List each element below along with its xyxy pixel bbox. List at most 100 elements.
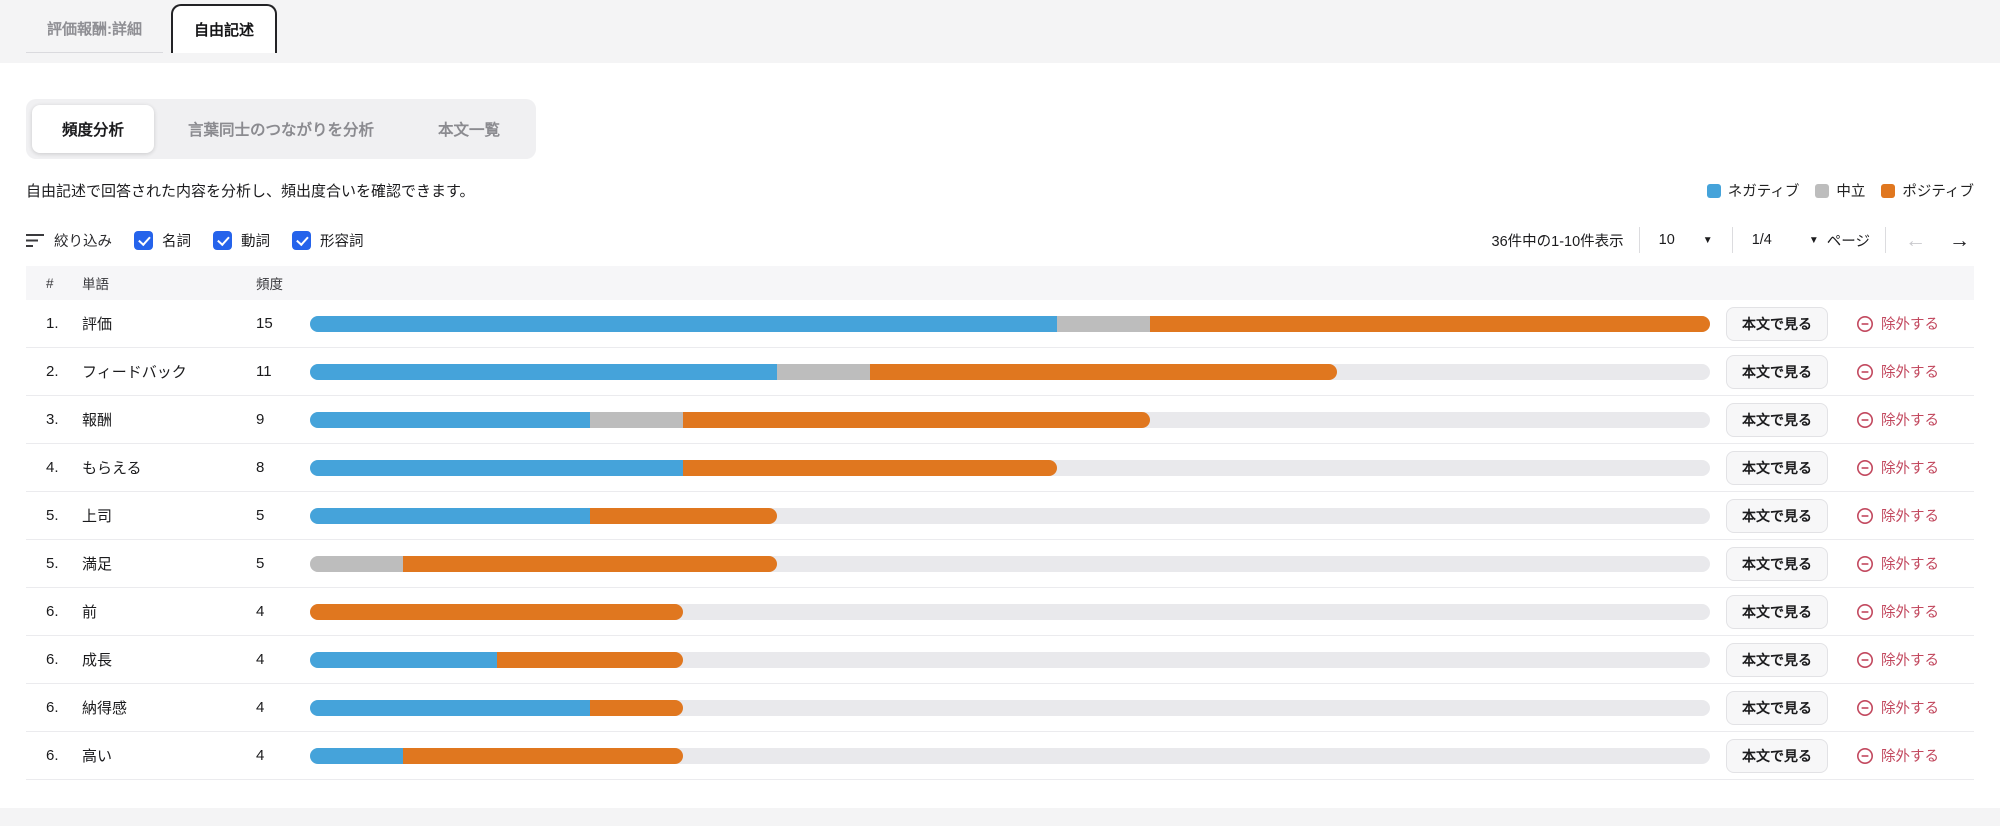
checkbox-label: 名詞 <box>162 233 191 250</box>
tab-text-list[interactable]: 本文一覧 <box>408 105 530 153</box>
tab-word-connections[interactable]: 言葉同士のつながりを分析 <box>158 105 404 153</box>
view-text-button[interactable]: 本文で見る <box>1726 498 1828 533</box>
filter-lines-icon <box>26 233 44 247</box>
row-frequency: 5 <box>256 555 265 572</box>
checkbox-verb[interactable]: 動詞 <box>213 230 270 251</box>
filter-button[interactable]: 絞り込み <box>26 230 112 251</box>
legend-item-neutral: 中立 <box>1815 180 1865 201</box>
negative-segment <box>310 459 684 476</box>
sentiment-bar-track <box>310 555 1710 572</box>
exclude-button[interactable]: 除外する <box>1856 697 1974 718</box>
row-word: フィードバック <box>82 364 187 381</box>
table-body: 1. 評価 15 本文で見る 除外する 2. フィードバック 11 本文で見る 除外する 3. 報酬 9… <box>26 300 1974 780</box>
row-rank: 3. <box>46 411 59 428</box>
exclude-label: 除外する <box>1881 509 1939 525</box>
page-size-select[interactable]: 10 ▼ <box>1655 232 1717 248</box>
view-text-button[interactable]: 本文で見る <box>1726 738 1828 773</box>
negative-segment <box>310 507 590 524</box>
tab-free-text[interactable]: 自由記述 <box>171 4 278 53</box>
neutral-segment <box>589 411 684 428</box>
row-word: 前 <box>82 604 98 621</box>
tab-frequency-analysis[interactable]: 頻度分析 <box>32 105 155 153</box>
row-rank: 6. <box>46 651 59 668</box>
minus-circle-icon <box>1857 507 1873 524</box>
exclude-button[interactable]: 除外する <box>1856 553 1974 574</box>
view-text-button[interactable]: 本文で見る <box>1726 402 1828 437</box>
exclude-button[interactable]: 除外する <box>1856 649 1974 670</box>
table-row: 3. 報酬 9 本文で見る 除外する <box>26 396 1974 444</box>
table-row: 6. 高い 4 本文で見る 除外する <box>26 732 1974 780</box>
row-word: 満足 <box>82 556 113 573</box>
checkbox-label: 形容詞 <box>320 233 364 250</box>
sentiment-bar-track <box>310 363 1710 380</box>
exclude-button[interactable]: 除外する <box>1856 409 1974 430</box>
prev-page-button[interactable]: ← <box>1905 228 1926 252</box>
subtab-label: 本文一覧 <box>438 122 501 139</box>
sentiment-bar-track <box>310 603 1710 620</box>
exclude-button[interactable]: 除外する <box>1856 457 1974 478</box>
row-word: 評価 <box>82 316 113 333</box>
exclude-button[interactable]: 除外する <box>1856 313 1974 334</box>
checkbox-adjective[interactable]: 形容詞 <box>292 230 364 251</box>
exclude-label: 除外する <box>1881 605 1939 621</box>
table-row: 6. 前 4 本文で見る 除外する <box>26 588 1974 636</box>
neutral-segment <box>1056 315 1150 332</box>
subtab-label: 頻度分析 <box>62 122 125 139</box>
view-text-button[interactable]: 本文で見る <box>1726 690 1828 725</box>
minus-circle-icon <box>1857 555 1873 572</box>
exclude-button[interactable]: 除外する <box>1856 601 1974 622</box>
positive-segment <box>869 363 1337 380</box>
row-word: 納得感 <box>82 700 128 717</box>
page-description: 自由記述で回答された内容を分析し、頻出度合いを確認できます。 <box>26 183 475 200</box>
minus-circle-icon <box>1857 363 1873 380</box>
exclude-label: 除外する <box>1881 413 1939 429</box>
positive-segment <box>310 603 684 620</box>
minus-circle-icon <box>1857 747 1873 764</box>
exclude-label: 除外する <box>1881 653 1939 669</box>
row-frequency: 5 <box>256 507 265 524</box>
tab-evaluation-reward-detail[interactable]: 評価報酬:詳細 <box>26 4 163 53</box>
exclude-button[interactable]: 除外する <box>1856 505 1974 526</box>
exclude-label: 除外する <box>1881 461 1939 477</box>
checked-checkbox-icon <box>134 230 153 250</box>
positive-swatch-icon <box>1881 183 1896 198</box>
filter-label: 絞り込み <box>54 233 112 250</box>
positive-segment <box>589 507 777 524</box>
minus-circle-icon <box>1857 699 1873 716</box>
column-frequency: 頻度 <box>256 277 283 292</box>
exclude-button[interactable]: 除外する <box>1856 361 1974 382</box>
column-word: 単語 <box>82 277 109 292</box>
row-frequency: 4 <box>256 747 265 764</box>
table-header: # 単語 頻度 <box>26 266 1974 300</box>
row-word: 上司 <box>82 508 113 525</box>
negative-segment <box>310 411 590 428</box>
row-rank: 1. <box>46 315 59 332</box>
positive-segment <box>683 459 1057 476</box>
view-text-button[interactable]: 本文で見る <box>1726 450 1828 485</box>
view-text-button[interactable]: 本文で見る <box>1726 642 1828 677</box>
sentiment-bar-track <box>310 411 1710 428</box>
view-text-button[interactable]: 本文で見る <box>1726 546 1828 581</box>
exclude-label: 除外する <box>1881 701 1939 717</box>
next-page-button[interactable]: → <box>1949 228 1970 252</box>
row-rank: 6. <box>46 747 59 764</box>
view-text-button[interactable]: 本文で見る <box>1726 594 1828 629</box>
positive-segment <box>1149 315 1710 332</box>
tab-label: 自由記述 <box>194 22 255 39</box>
legend-label: ネガティブ <box>1727 184 1800 200</box>
page-select[interactable]: ▼ ページ <box>1809 230 1870 251</box>
chevron-down-icon: ▼ <box>1702 234 1713 246</box>
view-text-button[interactable]: 本文で見る <box>1726 354 1828 389</box>
exclude-button[interactable]: 除外する <box>1856 745 1974 766</box>
row-word: 高い <box>82 748 113 765</box>
checkbox-noun[interactable]: 名詞 <box>134 230 191 251</box>
negative-segment <box>310 315 1057 332</box>
table-row: 6. 納得感 4 本文で見る 除外する <box>26 684 1974 732</box>
row-frequency: 9 <box>256 411 265 428</box>
content-panel: 頻度分析 言葉同士のつながりを分析 本文一覧 自由記述で回答された内容を分析し、… <box>0 63 2000 808</box>
sentiment-bar-track <box>310 507 1710 524</box>
negative-swatch-icon <box>1706 183 1721 198</box>
neutral-segment <box>776 363 870 380</box>
page-indicator: 1/4 <box>1751 232 1772 248</box>
view-text-button[interactable]: 本文で見る <box>1726 306 1828 341</box>
